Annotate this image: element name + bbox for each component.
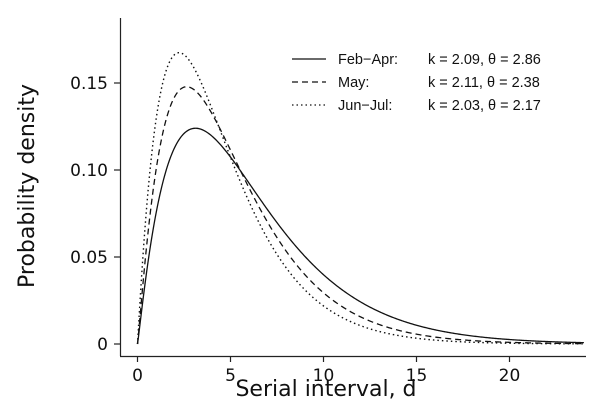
axes	[119, 18, 586, 358]
legend-entry: Feb−Apr: k = 2.09, θ = 2.86	[338, 52, 541, 68]
series-line-2	[136, 51, 584, 345]
legend-label: Jun−Jul:	[338, 98, 392, 114]
legend-entry: Jun−Jul: k = 2.03, θ = 2.17	[338, 98, 541, 114]
legend-params: k = 2.09, θ = 2.86	[428, 52, 541, 68]
y-tick-label: 0.15	[70, 74, 108, 94]
y-tick-label: 0.05	[70, 248, 108, 268]
x-tick-label: 15	[406, 366, 428, 386]
legend-params: k = 2.11, θ = 2.38	[428, 75, 540, 91]
legend-label: May:	[338, 75, 369, 91]
x-tick-label: 5	[225, 366, 236, 386]
x-tick-label: 10	[313, 366, 335, 386]
x-tick-label: 0	[132, 366, 143, 386]
legend-label: Feb−Apr:	[338, 52, 398, 68]
y-tick-label: 0	[97, 335, 108, 355]
legend-params: k = 2.03, θ = 2.17	[428, 98, 541, 114]
legend: Feb−Apr: k = 2.09, θ = 2.86 May: k = 2.11, …	[292, 52, 541, 114]
y-axis-label: Probability density	[15, 84, 40, 288]
series-line-0	[136, 127, 584, 345]
y-tick-label: 0.10	[70, 161, 108, 181]
series-line-1	[136, 86, 584, 345]
x-tick-label: 20	[499, 366, 521, 386]
x-axis-label: Serial interval, d	[235, 377, 416, 402]
legend-entry: May: k = 2.11, θ = 2.38	[338, 75, 540, 91]
